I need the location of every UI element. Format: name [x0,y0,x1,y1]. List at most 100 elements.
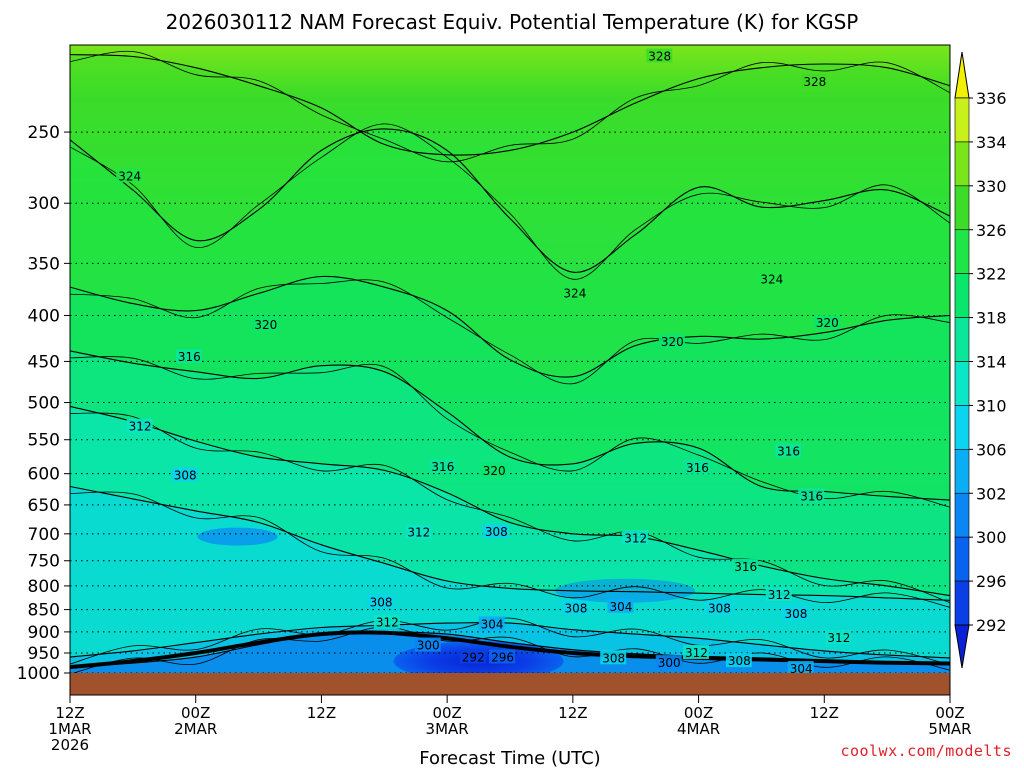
contour-label-bg [607,598,634,613]
contour-label-bg [798,488,825,503]
contour-label: 304 [610,600,633,614]
contour-label: 320 [661,335,684,349]
colorbar-segment [954,141,970,187]
contour-324 [70,128,950,273]
contour-314 [70,412,950,603]
y-tick-label: 650 [28,496,60,516]
contour-label-bg [732,558,759,573]
x-tick-label: 00Z [684,704,713,722]
contour-label: 312 [768,588,791,602]
contour-label-bg [787,661,814,673]
credit-text: coolwx.com/modelts [840,742,1012,760]
contour-label-bg [429,459,456,474]
colorbar-label: 330 [976,177,1007,196]
contour-label-bg [175,349,202,364]
theta-band-308 [70,486,950,673]
colorbar-bottom-arrow [954,624,970,669]
contour-label: 308 [602,651,625,665]
contour-label-bg [775,443,802,458]
theta-e-contours [70,50,950,673]
contour-label-bg [373,614,400,629]
contour-label-bg [414,637,441,652]
x-tick-label: 00Z [935,704,964,722]
contour-label-bg [825,629,852,644]
colorbar-segment [954,273,970,318]
contour-label-bg [646,48,673,63]
colorbar-label: 314 [976,353,1007,372]
moist-band-304 [555,578,696,603]
contour-label-bg [482,524,509,539]
contour-label: 312 [624,531,647,545]
contour-label: 304 [790,662,813,676]
contour-label: 316 [777,445,800,459]
contour-label: 328 [648,50,671,64]
colorbar-segment [954,361,970,406]
contour-label: 324 [760,273,783,287]
y-tick-label: 900 [28,623,60,643]
contour-label-bg [126,418,153,433]
contour-label-bg [622,530,649,545]
colorbar-segment [954,185,970,231]
colorbar-label: 292 [976,616,1007,635]
colorbar-label: 326 [976,221,1007,240]
front-gradient-line [70,630,950,670]
x-tick-label: 2026 [51,736,89,754]
contour-label-bg [561,285,588,300]
contour-label-bg [813,315,840,330]
contour-label-bg [600,650,627,665]
contour-306 [70,617,950,666]
contour-label-bg [801,74,828,89]
colorbar-label: 302 [976,484,1007,503]
colorbar-label: 322 [976,265,1007,284]
colorbar-segment [954,97,970,143]
contour-label-bg [765,587,792,602]
contour-label: 308 [564,602,587,616]
contour-label-bg [405,524,432,539]
ground-layer [70,673,950,695]
contour-label-bg [459,649,486,664]
y-tick-label: 850 [28,601,60,621]
contour-label: 308 [784,607,807,621]
contour-label: 308 [370,596,393,610]
colorbar-segment [954,405,970,450]
contour-label: 328 [803,75,826,89]
x-tick-label: 3MAR [426,720,469,738]
colorbar-segment [954,229,970,274]
contour-label-bg [171,467,198,482]
contour-label: 312 [376,616,399,630]
colorbar-label: 318 [976,309,1007,328]
y-axis: 2503003504004505005506006507007508008509… [17,123,70,684]
colorbar-segment [954,580,970,626]
contour-label: 292 [462,650,485,664]
contour-label: 312 [129,420,152,434]
y-tick-label: 500 [28,394,60,414]
contour-label: 308 [728,654,751,668]
contour-label-bg [116,168,143,183]
colorbar-label: 310 [976,396,1007,415]
y-tick-label: 550 [28,431,60,451]
contour-label: 316 [800,489,823,503]
contour-310 [70,491,950,608]
y-tick-label: 600 [28,465,60,485]
plot-frame [69,44,951,696]
y-tick-label: 450 [28,352,60,372]
contour-330 [70,50,950,163]
y-tick-label: 800 [28,577,60,597]
y-tick-label: 950 [28,644,60,664]
contour-label-bg [562,600,589,615]
colorbar: 292 296 300 302 306 310 314 318 322 326 330 334 336 [954,51,1007,669]
contour-label: 308 [485,525,508,539]
colorbar-label: 300 [976,528,1007,547]
contour-label: 300 [658,656,681,670]
x-tick-label: 1MAR [48,720,91,738]
x-tick-label: 4MAR [677,720,720,738]
contour-label-bg [252,317,279,332]
x-tick-label: 12Z [558,704,587,722]
contour-label: 324 [563,286,586,300]
colorbar-label: 296 [976,572,1007,591]
contour-308 [70,485,950,601]
contour-320 [70,275,950,378]
colorbar-segment [954,536,970,582]
